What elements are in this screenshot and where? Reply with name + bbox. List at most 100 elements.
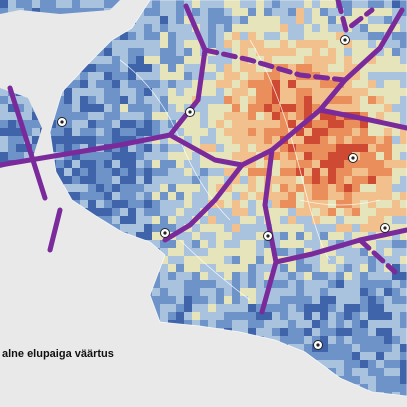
grid-cell <box>208 160 216 168</box>
grid-cell <box>344 296 352 304</box>
grid-cell <box>152 120 160 128</box>
grid-cell <box>176 304 184 312</box>
grid-cell <box>320 232 328 240</box>
grid-cell <box>224 320 232 328</box>
grid-cell <box>120 32 128 40</box>
grid-cell <box>344 168 352 176</box>
grid-cell <box>400 56 407 64</box>
grid-cell <box>296 112 304 120</box>
grid-cell <box>208 80 216 88</box>
grid-cell <box>144 120 152 128</box>
grid-cell <box>400 88 407 96</box>
grid-cell <box>136 32 144 40</box>
grid-cell <box>200 24 208 32</box>
grid-cell <box>400 224 407 232</box>
grid-cell <box>40 8 48 16</box>
grid-cell <box>232 232 240 240</box>
grid-cell <box>352 224 360 232</box>
grid-cell <box>96 136 104 144</box>
grid-cell <box>360 112 368 120</box>
grid-cell <box>112 152 120 160</box>
grid-cell <box>400 360 407 368</box>
grid-cell <box>304 336 312 344</box>
grid-cell <box>32 128 40 136</box>
grid-cell <box>72 160 80 168</box>
grid-cell <box>216 216 224 224</box>
grid-cell <box>272 232 280 240</box>
grid-cell <box>344 104 352 112</box>
grid-cell <box>368 136 376 144</box>
grid-cell <box>400 320 407 328</box>
grid-cell <box>32 120 40 128</box>
grid-cell <box>384 24 392 32</box>
grid-cell <box>0 112 8 120</box>
grid-cell <box>240 80 248 88</box>
grid-cell <box>72 128 80 136</box>
grid-cell <box>272 312 280 320</box>
grid-cell <box>360 128 368 136</box>
grid-cell <box>328 352 336 360</box>
grid-cell <box>8 152 16 160</box>
grid-cell <box>256 248 264 256</box>
grid-cell <box>80 168 88 176</box>
grid-cell <box>256 280 264 288</box>
grid-cell <box>160 160 168 168</box>
grid-cell <box>192 264 200 272</box>
grid-cell <box>392 264 400 272</box>
grid-cell <box>400 376 407 384</box>
grid-cell <box>64 160 72 168</box>
grid-cell <box>296 56 304 64</box>
grid-cell <box>264 88 272 96</box>
grid-cell <box>288 288 296 296</box>
grid-cell <box>64 0 72 8</box>
grid-cell <box>136 184 144 192</box>
grid-cell <box>280 312 288 320</box>
grid-cell <box>128 192 136 200</box>
grid-cell <box>24 128 32 136</box>
grid-cell <box>256 0 264 8</box>
grid-cell <box>264 144 272 152</box>
grid-cell <box>320 240 328 248</box>
grid-cell <box>168 120 176 128</box>
grid-cell <box>256 64 264 72</box>
grid-cell <box>336 304 344 312</box>
grid-cell <box>328 0 336 8</box>
grid-cell <box>312 152 320 160</box>
town-center <box>266 234 270 238</box>
grid-cell <box>288 328 296 336</box>
grid-cell <box>152 144 160 152</box>
grid-cell <box>144 72 152 80</box>
grid-cell <box>400 352 407 360</box>
grid-cell <box>344 152 352 160</box>
grid-cell <box>136 128 144 136</box>
grid-cell <box>400 128 407 136</box>
grid-cell <box>320 320 328 328</box>
grid-cell <box>368 240 376 248</box>
grid-cell <box>160 280 168 288</box>
grid-cell <box>296 328 304 336</box>
grid-cell <box>280 184 288 192</box>
grid-cell <box>192 248 200 256</box>
grid-cell <box>368 128 376 136</box>
grid-cell <box>304 200 312 208</box>
grid-cell <box>152 56 160 64</box>
grid-cell <box>232 240 240 248</box>
grid-cell <box>392 312 400 320</box>
grid-cell <box>200 264 208 272</box>
grid-cell <box>272 296 280 304</box>
grid-cell <box>328 312 336 320</box>
grid-cell <box>336 40 344 48</box>
grid-cell <box>32 136 40 144</box>
grid-cell <box>328 344 336 352</box>
grid-cell <box>328 336 336 344</box>
grid-cell <box>168 184 176 192</box>
grid-cell <box>304 16 312 24</box>
grid-cell <box>352 376 360 384</box>
grid-cell <box>288 272 296 280</box>
grid-cell <box>280 152 288 160</box>
grid-cell <box>320 304 328 312</box>
grid-cell <box>360 248 368 256</box>
grid-cell <box>312 264 320 272</box>
grid-cell <box>24 152 32 160</box>
grid-cell <box>288 296 296 304</box>
